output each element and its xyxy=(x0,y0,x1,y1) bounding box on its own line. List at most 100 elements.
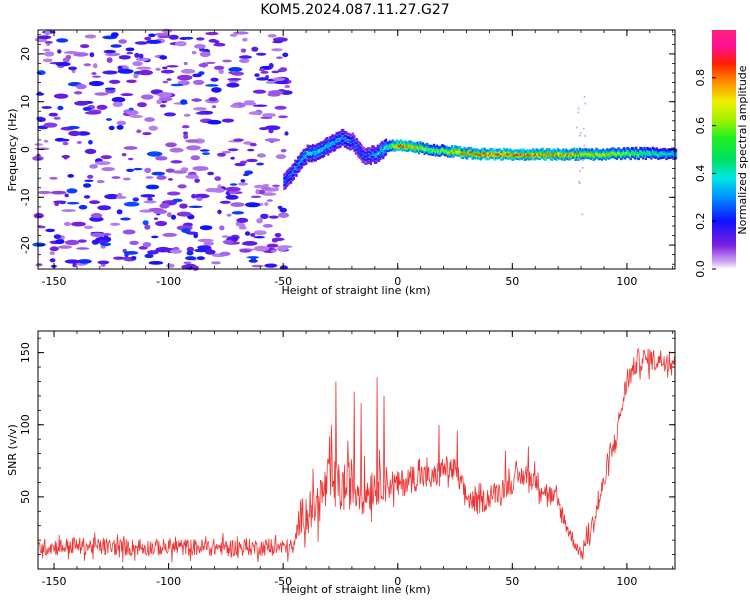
ridge-cell xyxy=(659,154,663,158)
ridge-cell xyxy=(525,149,528,153)
ridge-cell xyxy=(624,148,627,152)
ridge-cell xyxy=(299,152,302,156)
ridge-cell xyxy=(666,150,669,154)
ridge-cell xyxy=(516,157,520,160)
noise-blob xyxy=(50,190,67,195)
ridge-cell xyxy=(338,145,341,149)
ridge-cell xyxy=(515,154,518,158)
ridge-cell xyxy=(301,165,304,169)
ridge-cell xyxy=(650,152,653,156)
ridge-cell xyxy=(438,150,441,153)
ridge-cell xyxy=(456,151,459,155)
noise-blob xyxy=(53,116,61,120)
ridge-cell xyxy=(563,152,566,156)
ridge-cell xyxy=(324,148,327,152)
ridge-cell xyxy=(490,154,493,158)
noise-blob xyxy=(219,251,231,256)
noise-blob xyxy=(63,155,68,160)
ridge-cell xyxy=(313,158,316,162)
ridge-cell xyxy=(367,147,370,151)
ridge-cell xyxy=(316,146,319,150)
ridge-cell xyxy=(434,149,437,153)
ridge-cell xyxy=(492,148,495,152)
ridge-cell xyxy=(604,155,608,159)
ridge-cell xyxy=(383,139,386,143)
ridge-cell xyxy=(573,147,576,151)
noise-blob xyxy=(581,213,584,216)
ridge-cell xyxy=(563,154,566,157)
ridge-cell xyxy=(486,151,489,154)
ridge-cell xyxy=(507,151,510,155)
ridge-cell xyxy=(530,153,533,157)
ridge-cell xyxy=(589,157,592,161)
ridge-cell xyxy=(362,160,366,164)
ridge-cell xyxy=(309,155,312,159)
ridge-cell xyxy=(584,155,587,159)
ridge-cell xyxy=(347,143,350,146)
ridge-cell xyxy=(537,155,540,159)
ridge-cell xyxy=(592,152,595,156)
ridge-cell xyxy=(522,152,525,155)
noise-blob xyxy=(73,91,83,95)
ridge-cell xyxy=(632,147,635,151)
ridge-cell xyxy=(632,153,635,156)
noise-blob xyxy=(271,238,278,243)
ridge-cell xyxy=(305,161,308,165)
noise-blob xyxy=(122,229,136,235)
ridge-cell xyxy=(360,143,363,147)
noise-blob xyxy=(44,51,55,57)
ridge-cell xyxy=(444,149,447,153)
ridge-cell xyxy=(657,151,660,155)
ridge-cell xyxy=(637,157,641,161)
ridge-cell xyxy=(496,154,499,158)
noise-blob xyxy=(167,178,174,181)
ridge-cell xyxy=(461,150,465,154)
ridge-cell xyxy=(543,151,546,155)
noise-blob xyxy=(272,184,280,187)
ridge-cell xyxy=(424,151,427,155)
noise-blob xyxy=(578,134,581,137)
ridge-cell xyxy=(346,146,349,150)
ridge-cell xyxy=(643,148,646,152)
ridge-cell xyxy=(455,147,458,151)
ridge-cell xyxy=(647,151,650,155)
ridge-cell xyxy=(320,144,323,148)
ridge-cell xyxy=(554,157,557,160)
noise-blob xyxy=(272,40,283,44)
ridge-cell xyxy=(402,146,405,150)
ridge-cell xyxy=(511,150,514,154)
ridge-cell xyxy=(386,141,389,145)
ridge-cell xyxy=(351,142,355,146)
ridge-cell xyxy=(430,148,433,152)
ridge-cell xyxy=(538,153,542,157)
ridge-cell xyxy=(422,150,425,153)
ridge-cell xyxy=(538,157,542,160)
ridge-cell xyxy=(287,182,290,186)
noise-blob xyxy=(144,167,152,174)
noise-blob xyxy=(128,107,134,111)
ridge-cell xyxy=(306,158,309,162)
colorbar-tick-label: 0.4 xyxy=(694,165,707,183)
ridge-cell xyxy=(434,147,437,151)
ridge-cell xyxy=(598,151,601,155)
noise-blob xyxy=(181,125,190,129)
noise-blob xyxy=(276,56,283,59)
ridge-cell xyxy=(334,144,337,148)
ridge-cell xyxy=(490,148,493,152)
ridge-cell xyxy=(477,156,480,160)
ridge-cell xyxy=(584,147,587,151)
ridge-cell xyxy=(474,154,477,158)
ridge-cell xyxy=(431,151,434,155)
ridge-cell xyxy=(501,155,504,159)
ridge-cell xyxy=(460,156,463,160)
ridge-cell xyxy=(450,147,454,150)
ridge-cell xyxy=(653,151,656,155)
ridge-cell xyxy=(368,147,371,151)
ridge-cell xyxy=(490,156,493,160)
ridge-cell xyxy=(510,152,513,156)
ridge-cell xyxy=(666,152,669,156)
noise-blob xyxy=(55,61,71,67)
ridge-cell xyxy=(545,152,548,156)
ridge-cell xyxy=(651,148,654,152)
ridge-cell xyxy=(615,149,619,153)
